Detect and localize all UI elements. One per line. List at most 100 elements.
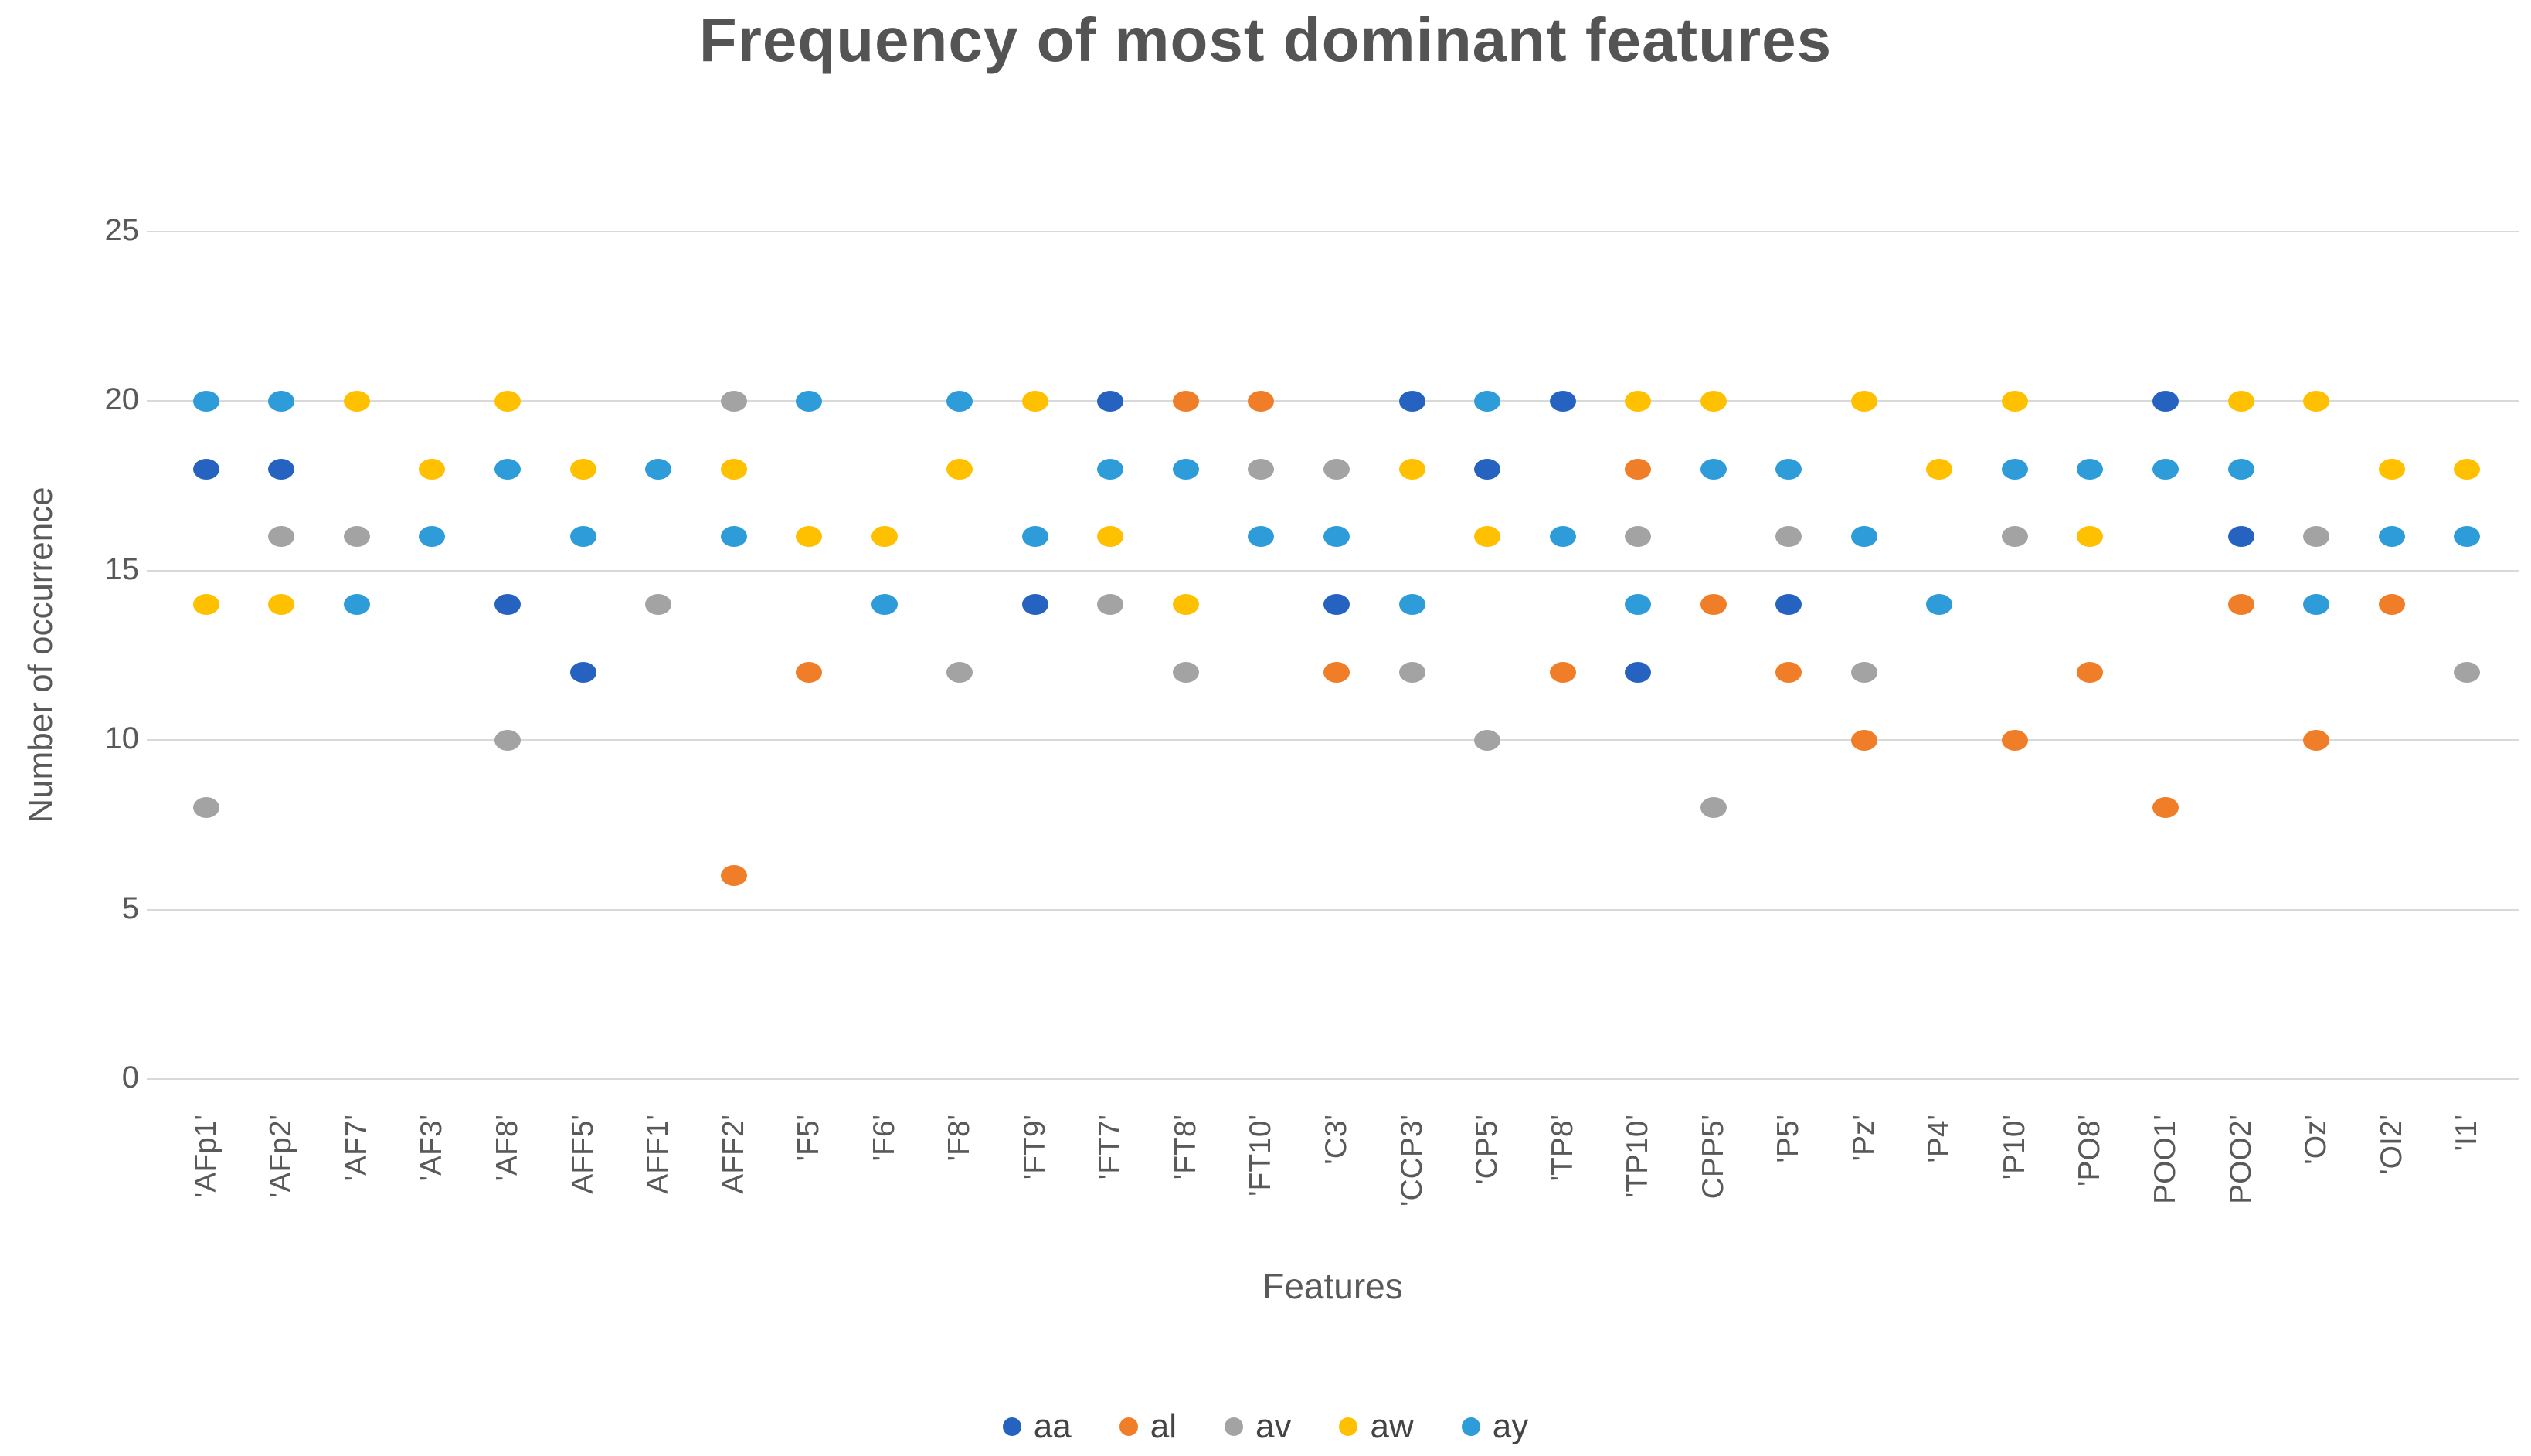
data-point-al <box>2227 594 2254 616</box>
data-point-ay <box>1775 458 1802 480</box>
data-point-av <box>1625 526 1652 548</box>
data-point-av <box>494 729 521 751</box>
data-point-aw <box>2303 390 2330 412</box>
data-point-ay <box>1474 390 1501 412</box>
legend-label: al <box>1150 1407 1177 1445</box>
data-point-aw <box>1097 526 1124 548</box>
data-point-aa <box>494 594 521 616</box>
data-point-ay <box>2378 526 2405 548</box>
data-point-av <box>1097 594 1124 616</box>
data-point-aa <box>1775 594 1802 616</box>
legend-item-av: av <box>1224 1407 1292 1446</box>
x-category-label: 'C3' <box>1320 1115 1353 1165</box>
data-point-av <box>343 526 370 548</box>
data-point-aw <box>1172 594 1199 616</box>
x-category-label: 'FT9' <box>1017 1115 1051 1180</box>
data-point-al <box>2077 661 2104 683</box>
x-category-label: 'AF3' <box>415 1115 449 1182</box>
data-point-ay <box>268 390 295 412</box>
data-point-ay <box>2077 458 2104 480</box>
data-point-aw <box>720 458 747 480</box>
data-point-av <box>1700 797 1727 819</box>
data-point-ay <box>1398 594 1425 616</box>
x-category-label: 'OI2' <box>2374 1115 2408 1175</box>
data-point-ay <box>796 390 823 412</box>
x-category-label: 'CCP3' <box>1395 1115 1429 1207</box>
data-point-aw <box>494 390 521 412</box>
data-point-aw <box>1398 458 1425 480</box>
x-category-label: 'P4' <box>1922 1115 1956 1163</box>
data-point-aw <box>796 526 823 548</box>
data-point-ay <box>2227 458 2254 480</box>
data-point-ay <box>946 390 973 412</box>
legend-item-aw: aw <box>1339 1407 1414 1446</box>
x-category-label: 'I1' <box>2450 1115 2484 1152</box>
data-point-ay <box>2001 458 2028 480</box>
data-point-aw <box>1850 390 1877 412</box>
legend-label: av <box>1255 1407 1292 1445</box>
data-point-ay <box>1549 526 1576 548</box>
x-category-label: 'Pz' <box>1846 1115 1880 1162</box>
x-category-label: 'FT8' <box>1168 1115 1202 1180</box>
data-point-aw <box>1021 390 1048 412</box>
data-point-aa <box>2152 390 2179 412</box>
y-tick-label: 25 <box>104 213 140 247</box>
data-point-ay <box>1323 526 1350 548</box>
data-point-aw <box>569 458 596 480</box>
data-point-av <box>192 797 219 819</box>
gridline-y-0 <box>147 1078 2519 1080</box>
data-point-av <box>1323 458 1350 480</box>
x-category-label: 'AFp2' <box>264 1115 298 1199</box>
data-point-ay <box>343 594 370 616</box>
data-point-aa <box>1021 594 1048 616</box>
data-point-av <box>720 390 747 412</box>
gridline-y-25 <box>147 231 2519 232</box>
data-point-av <box>1172 661 1199 683</box>
y-tick-label: 20 <box>104 382 140 417</box>
data-point-aw <box>2227 390 2254 412</box>
x-category-label: 'F6' <box>867 1115 901 1162</box>
x-category-label: AFF5' <box>566 1115 600 1194</box>
data-point-av <box>2303 526 2330 548</box>
data-point-av <box>1398 661 1425 683</box>
x-category-label: 'FT7' <box>1093 1115 1127 1180</box>
data-point-aw <box>419 458 446 480</box>
data-point-al <box>1850 729 1877 751</box>
x-category-label: AFF2' <box>716 1115 750 1194</box>
legend-label: ay <box>1492 1407 1529 1445</box>
data-point-ay <box>1700 458 1727 480</box>
x-category-label: AFF1' <box>641 1115 675 1194</box>
data-point-ay <box>720 526 747 548</box>
y-tick-label: 5 <box>121 891 139 925</box>
data-point-aa <box>2227 526 2254 548</box>
data-point-aw <box>1700 390 1727 412</box>
legend-marker-icon <box>1461 1417 1480 1436</box>
data-point-aw <box>268 594 295 616</box>
x-category-label: 'F8' <box>943 1115 977 1162</box>
data-point-aw <box>1625 390 1652 412</box>
data-point-ay <box>645 458 672 480</box>
x-category-label: 'P10' <box>1997 1115 2031 1180</box>
x-category-label: 'CP5' <box>1470 1115 1504 1185</box>
data-point-aw <box>2454 458 2481 480</box>
legend-marker-icon <box>1119 1417 1138 1436</box>
gridline-y-15 <box>147 569 2519 572</box>
x-category-label: 'FT10' <box>1244 1115 1278 1196</box>
legend-item-ay: ay <box>1461 1407 1529 1446</box>
x-category-label: 'P5' <box>1772 1115 1806 1163</box>
y-axis-title: Number of occurrence <box>22 487 59 823</box>
data-point-ay <box>1172 458 1199 480</box>
data-point-av <box>946 661 973 683</box>
data-point-ay <box>1850 526 1877 548</box>
data-point-aw <box>946 458 973 480</box>
x-axis-title: Features <box>1262 1266 1403 1306</box>
data-point-aa <box>192 458 219 480</box>
legend-item-al: al <box>1119 1407 1177 1446</box>
data-point-ay <box>2454 526 2481 548</box>
data-point-aa <box>1549 390 1576 412</box>
data-point-al <box>1172 390 1199 412</box>
data-point-ay <box>419 526 446 548</box>
data-point-aa <box>1625 661 1652 683</box>
data-point-aa <box>1474 458 1501 480</box>
